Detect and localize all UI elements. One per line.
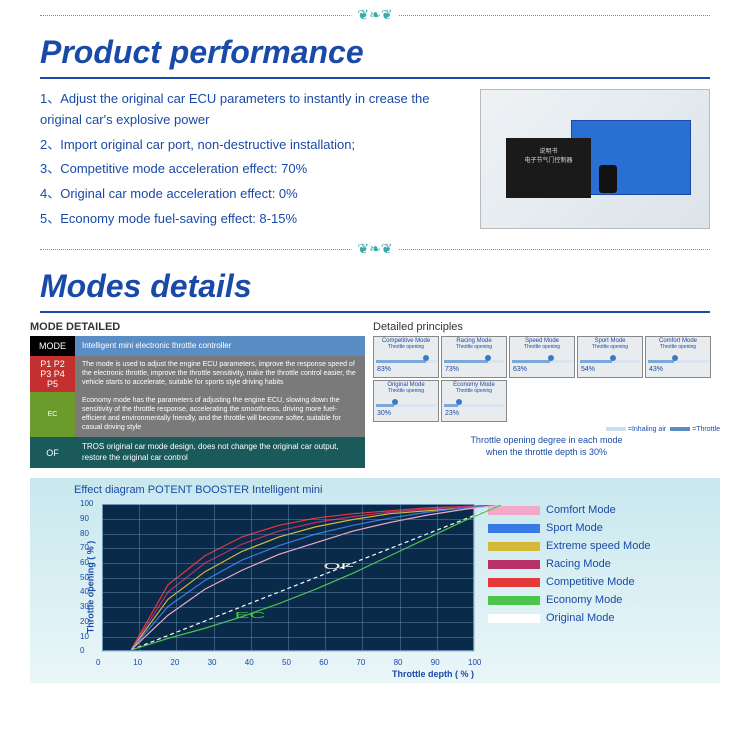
chart-title: Effect diagram POTENT BOOSTER Intelligen… bbox=[74, 484, 322, 496]
perf-item: 1、Adjust the original car ECU parameters… bbox=[40, 89, 468, 131]
legend-row: Sport Mode bbox=[488, 522, 710, 534]
perf-item: 4、Original car mode acceleration effect:… bbox=[40, 184, 468, 205]
chart-legend: Comfort Mode Sport Mode Extreme speed Mode… bbox=[488, 504, 710, 669]
perf-item: 5、Economy mode fuel-saving effect: 8-15% bbox=[40, 209, 468, 230]
principles: Detailed principles Competitive ModeThro… bbox=[373, 321, 720, 468]
mode-desc: Economy mode has the parameters of adjus… bbox=[75, 392, 365, 437]
mode-desc: The mode is used to adjust the engine EC… bbox=[75, 356, 365, 392]
chart-section: Effect diagram POTENT BOOSTER Intelligen… bbox=[30, 478, 720, 683]
mode-table: MODE DETAILED MODE Intelligent mini elec… bbox=[30, 321, 365, 468]
mini-caption: when the throttle depth is 30% bbox=[373, 447, 720, 457]
title-modes: Modes details bbox=[40, 264, 710, 313]
mode-cell: OF bbox=[30, 437, 75, 468]
legend-row: Competitive Mode bbox=[488, 576, 710, 588]
legend-row: Extreme speed Mode bbox=[488, 540, 710, 552]
mini-mode: Racing ModeThrottle opening 73% bbox=[441, 336, 507, 378]
chart-box: Throttle opening ( % ) Throttle depth ( … bbox=[74, 504, 474, 669]
mini-mode: Comfort ModeThrottle opening 43% bbox=[645, 336, 711, 378]
mini-mode: Speed ModeThrottle opening 63% bbox=[509, 336, 575, 378]
legend-row: Economy Mode bbox=[488, 594, 710, 606]
divider-mid: ❦❧❦ bbox=[40, 239, 710, 259]
perf-item: 2、Import original car port, non-destruct… bbox=[40, 135, 468, 156]
mode-table-header: MODE DETAILED bbox=[30, 321, 365, 333]
mode-cell: EC bbox=[30, 392, 75, 437]
title-performance: Product performance bbox=[40, 30, 710, 79]
mini-mode: Original ModeThrottle opening 30% bbox=[373, 380, 439, 422]
mode-desc: Intelligent mini electronic throttle con… bbox=[75, 336, 365, 356]
mode-cell: MODE bbox=[30, 336, 75, 356]
mini-caption: Throttle opening degree in each mode bbox=[373, 435, 720, 445]
mini-grid: Competitive ModeThrottle opening 83%Raci… bbox=[373, 336, 720, 422]
performance-block: 1、Adjust the original car ECU parameters… bbox=[40, 89, 710, 234]
chart-xlabel: Throttle depth ( % ) bbox=[392, 669, 474, 679]
legend-row: Original Mode bbox=[488, 612, 710, 624]
principles-header: Detailed principles bbox=[373, 321, 720, 333]
mini-legend: =Inhaling air =Throttle bbox=[373, 426, 720, 433]
mini-mode: Sport ModeThrottle opening 54% bbox=[577, 336, 643, 378]
mode-desc: TROS original car mode design, does not … bbox=[75, 437, 365, 468]
mini-mode: Economy ModeThrottle opening 23% bbox=[441, 380, 507, 422]
performance-list: 1、Adjust the original car ECU parameters… bbox=[40, 89, 468, 234]
mode-cell: P1 P2 P3 P4 P5 bbox=[30, 356, 75, 392]
mini-mode: Competitive ModeThrottle opening 83% bbox=[373, 336, 439, 378]
legend-row: Racing Mode bbox=[488, 558, 710, 570]
perf-item: 3、Competitive mode acceleration effect: … bbox=[40, 159, 468, 180]
modes-wrap: MODE DETAILED MODE Intelligent mini elec… bbox=[30, 321, 720, 468]
legend-row: Comfort Mode bbox=[488, 504, 710, 516]
product-image: 说明书电子节气门控制器 bbox=[480, 89, 710, 229]
divider-top: ❦❧❦ bbox=[40, 5, 710, 25]
